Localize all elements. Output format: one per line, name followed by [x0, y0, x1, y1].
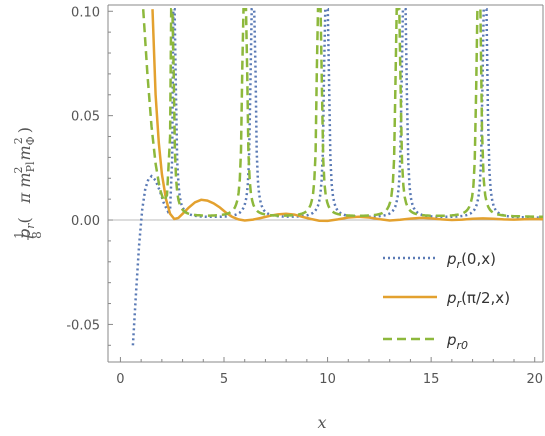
ylabel-pi: π m	[15, 172, 34, 204]
x-tick-label-0: 0	[116, 372, 124, 387]
y-tick-label-0: -0.05	[66, 318, 100, 333]
x-tick-label-10: 10	[319, 372, 336, 387]
y-tick-label-2: 0.05	[71, 110, 100, 125]
ylabel-p: p	[15, 229, 34, 239]
legend-label-p-r-pi2-x: pr(π/2,x)	[446, 289, 510, 310]
ylabel-phi: Φ	[24, 136, 37, 145]
ylabel-pl: Pl	[24, 161, 37, 172]
legend-label-p-r-0-x: pr(0,x)	[446, 250, 496, 271]
legend-label-p-r0: pr0	[446, 331, 468, 352]
svg-text:pr(π mPl2mΦ2): pr(π mPl2mΦ2)	[12, 127, 37, 239]
legend: pr(0,x) pr(π/2,x) pr0	[383, 250, 510, 352]
ylabel-m: m	[15, 145, 34, 160]
ylabel-one: 1	[12, 231, 26, 239]
x-tick-label-5: 5	[220, 372, 228, 387]
series-line-2	[141, 7, 543, 218]
y-tick-label-1: 0.00	[71, 214, 100, 229]
series-layer	[131, 7, 543, 346]
ylabel-r: r	[24, 223, 37, 229]
ylabel-two: 2	[12, 166, 25, 173]
y-tick-label-3: 0.10	[71, 5, 100, 20]
ylabel-two2: 2	[12, 137, 25, 144]
y-axis-title: pr(π mPl2mΦ2) 1 8	[12, 127, 44, 240]
x-tick-label-15: 15	[423, 372, 440, 387]
ylabel-eight: 8	[30, 231, 44, 239]
series-line-0	[131, 7, 543, 346]
y-axis-ticks: -0.05 0.00 0.05 0.10	[66, 5, 113, 346]
x-tick-label-20: 20	[526, 372, 543, 387]
x-axis-ticks: 0 5 10 15 20	[116, 357, 543, 387]
x-axis-title: x	[317, 413, 326, 432]
